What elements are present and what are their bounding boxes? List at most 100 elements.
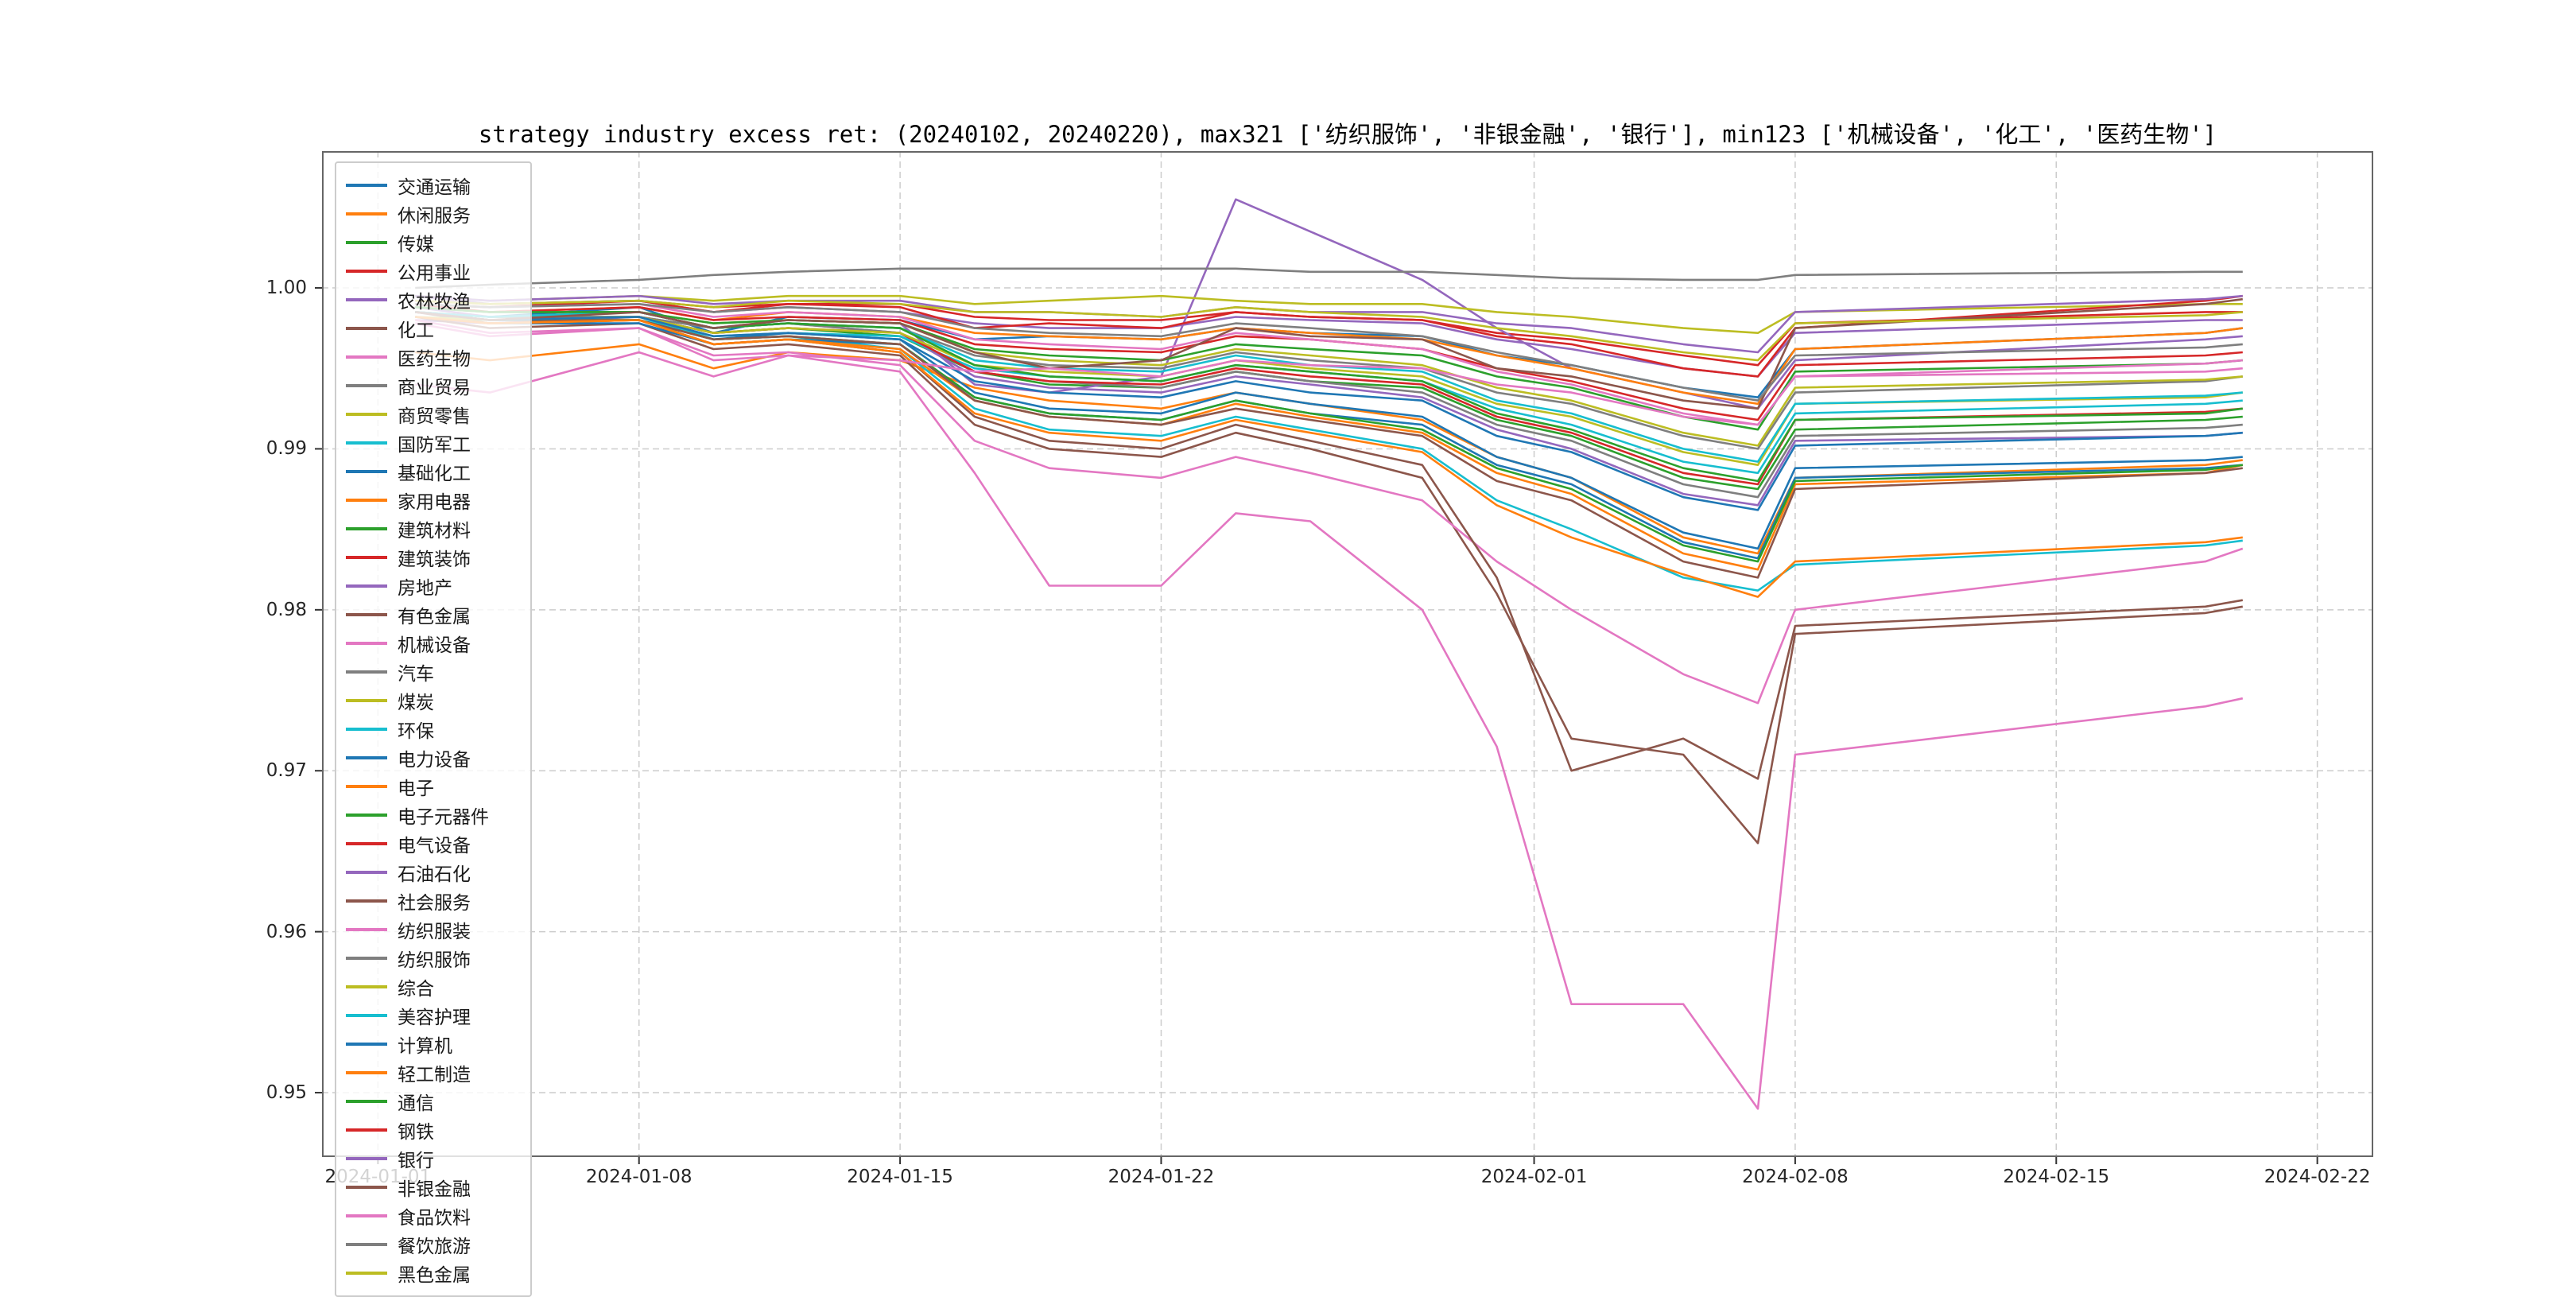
- y-tick-label: 0.97: [266, 760, 307, 782]
- legend-item-餐饮旅游: 餐饮旅游: [346, 1230, 521, 1259]
- legend-item-基础化工: 基础化工: [346, 457, 521, 486]
- x-tick-label: 2024-01-08: [585, 1167, 692, 1187]
- legend-item-纺织服装: 纺织服装: [346, 915, 521, 944]
- legend-item-建筑材料: 建筑材料: [346, 515, 521, 543]
- legend-label: 电子元器件: [398, 807, 489, 828]
- legend-item-汽车: 汽车: [346, 658, 521, 686]
- legend-item-美容护理: 美容护理: [346, 1001, 521, 1030]
- legend-label: 基础化工: [398, 464, 471, 484]
- legend-item-非银金融: 非银金融: [346, 1173, 521, 1202]
- series-line-建筑材料: [415, 306, 2243, 431]
- plot-canvas: [315, 151, 2373, 1164]
- legend-line-swatch: [346, 1243, 387, 1246]
- legend-item-电力设备: 电力设备: [346, 744, 521, 772]
- legend-line-swatch: [346, 1157, 387, 1160]
- legend-item-石油石化: 石油石化: [346, 858, 521, 887]
- legend-line-swatch: [346, 413, 387, 416]
- legend-label: 纺织服饰: [398, 950, 471, 971]
- legend-item-电子元器件: 电子元器件: [346, 801, 521, 829]
- series-line-机械设备: [415, 319, 2244, 1110]
- x-tick-label: 2024-02-15: [2003, 1167, 2110, 1187]
- legend-label: 煤炭: [398, 693, 434, 713]
- chart-title: strategy industry excess ret: (20240102,…: [478, 121, 2217, 148]
- legend-label: 黑色金属: [398, 1265, 471, 1286]
- legend-item-食品饮料: 食品饮料: [346, 1202, 521, 1230]
- x-tick-label: 2024-02-08: [1742, 1167, 1849, 1187]
- legend-label: 电气设备: [398, 836, 471, 856]
- legend-line-swatch: [346, 184, 387, 187]
- legend-label: 国防军工: [398, 435, 471, 456]
- legend-item-家用电器: 家用电器: [346, 486, 521, 515]
- legend-item-电子: 电子: [346, 772, 521, 801]
- legend-item-计算机: 计算机: [346, 1030, 521, 1058]
- y-tick-label: 1.00: [266, 278, 307, 299]
- legend-label: 家用电器: [398, 492, 471, 513]
- legend-label: 电力设备: [398, 750, 471, 771]
- legend-item-传媒: 传媒: [346, 228, 521, 257]
- legend-label: 房地产: [398, 578, 452, 599]
- legend-line-swatch: [346, 814, 387, 817]
- legend-label: 非银金融: [398, 1179, 471, 1200]
- legend-line-swatch: [346, 327, 387, 330]
- legend-line-swatch: [346, 499, 387, 502]
- legend-label: 石油石化: [398, 864, 471, 885]
- legend-label: 建筑装饰: [398, 549, 471, 570]
- legend-line-swatch: [346, 928, 387, 931]
- series-line-家用电器: [415, 306, 2243, 406]
- series-line-综合: [415, 316, 2243, 467]
- series-line-餐饮旅游: [415, 303, 2243, 402]
- legend-line-swatch: [346, 1186, 387, 1189]
- legend-label: 餐饮旅游: [398, 1237, 471, 1257]
- legend-label: 环保: [398, 721, 434, 742]
- legend-item-社会服务: 社会服务: [346, 887, 521, 915]
- legend-item-煤炭: 煤炭: [346, 686, 521, 715]
- y-tick-label: 0.95: [266, 1082, 307, 1104]
- legend-label: 农林牧渔: [398, 292, 471, 313]
- legend-item-机械设备: 机械设备: [346, 629, 521, 658]
- legend-line-swatch: [346, 441, 387, 445]
- series-line-电子: [415, 316, 2244, 571]
- legend-line-swatch: [346, 613, 387, 616]
- legend-item-国防军工: 国防军工: [346, 429, 521, 457]
- series-line-建筑装饰: [415, 303, 2243, 421]
- legend-label: 通信: [398, 1093, 434, 1114]
- legend-item-化工: 化工: [346, 314, 521, 343]
- series-line-食品饮料: [415, 351, 2243, 426]
- legend-item-银行: 银行: [346, 1144, 521, 1173]
- legend-line-swatch: [346, 899, 387, 903]
- legend-line-swatch: [346, 985, 387, 988]
- legend-label: 商业贸易: [398, 378, 471, 398]
- legend-line-swatch: [346, 957, 387, 960]
- legend-item-通信: 通信: [346, 1087, 521, 1116]
- legend-line-swatch: [346, 212, 387, 216]
- legend-item-钢铁: 钢铁: [346, 1116, 521, 1144]
- legend-item-有色金属: 有色金属: [346, 600, 521, 629]
- series-line-轻工制造: [415, 316, 2243, 598]
- series-line-化工: [415, 316, 2244, 845]
- x-tick-label: 2024-01-22: [1108, 1167, 1215, 1187]
- series-line-社会服务: [415, 311, 2243, 579]
- series-line-医药生物: [415, 322, 2244, 705]
- legend-line-swatch: [346, 470, 387, 473]
- legend-label: 休闲服务: [398, 206, 471, 227]
- legend-label: 传媒: [398, 235, 434, 255]
- legend-item-纺织服饰: 纺织服饰: [346, 944, 521, 973]
- series-line-非银金融: [415, 297, 2243, 410]
- legend-line-swatch: [346, 756, 387, 759]
- legend-label: 化工: [398, 320, 434, 341]
- legend-item-建筑装饰: 建筑装饰: [346, 543, 521, 572]
- legend-line-swatch: [346, 842, 387, 845]
- legend-line-swatch: [346, 1043, 387, 1046]
- series-line-基础化工: [415, 316, 2243, 560]
- legend-label: 美容护理: [398, 1008, 471, 1028]
- legend-line-swatch: [346, 728, 387, 731]
- legend-item-综合: 综合: [346, 973, 521, 1001]
- legend-label: 计算机: [398, 1036, 452, 1057]
- legend-label: 纺织服装: [398, 922, 471, 942]
- legend-line-swatch: [346, 1214, 387, 1217]
- legend-label: 银行: [398, 1151, 434, 1171]
- legend-item-轻工制造: 轻工制造: [346, 1058, 521, 1087]
- y-tick-label: 0.96: [266, 921, 307, 942]
- legend-line-swatch: [346, 355, 387, 359]
- x-tick-label: 2024-02-01: [1480, 1167, 1588, 1187]
